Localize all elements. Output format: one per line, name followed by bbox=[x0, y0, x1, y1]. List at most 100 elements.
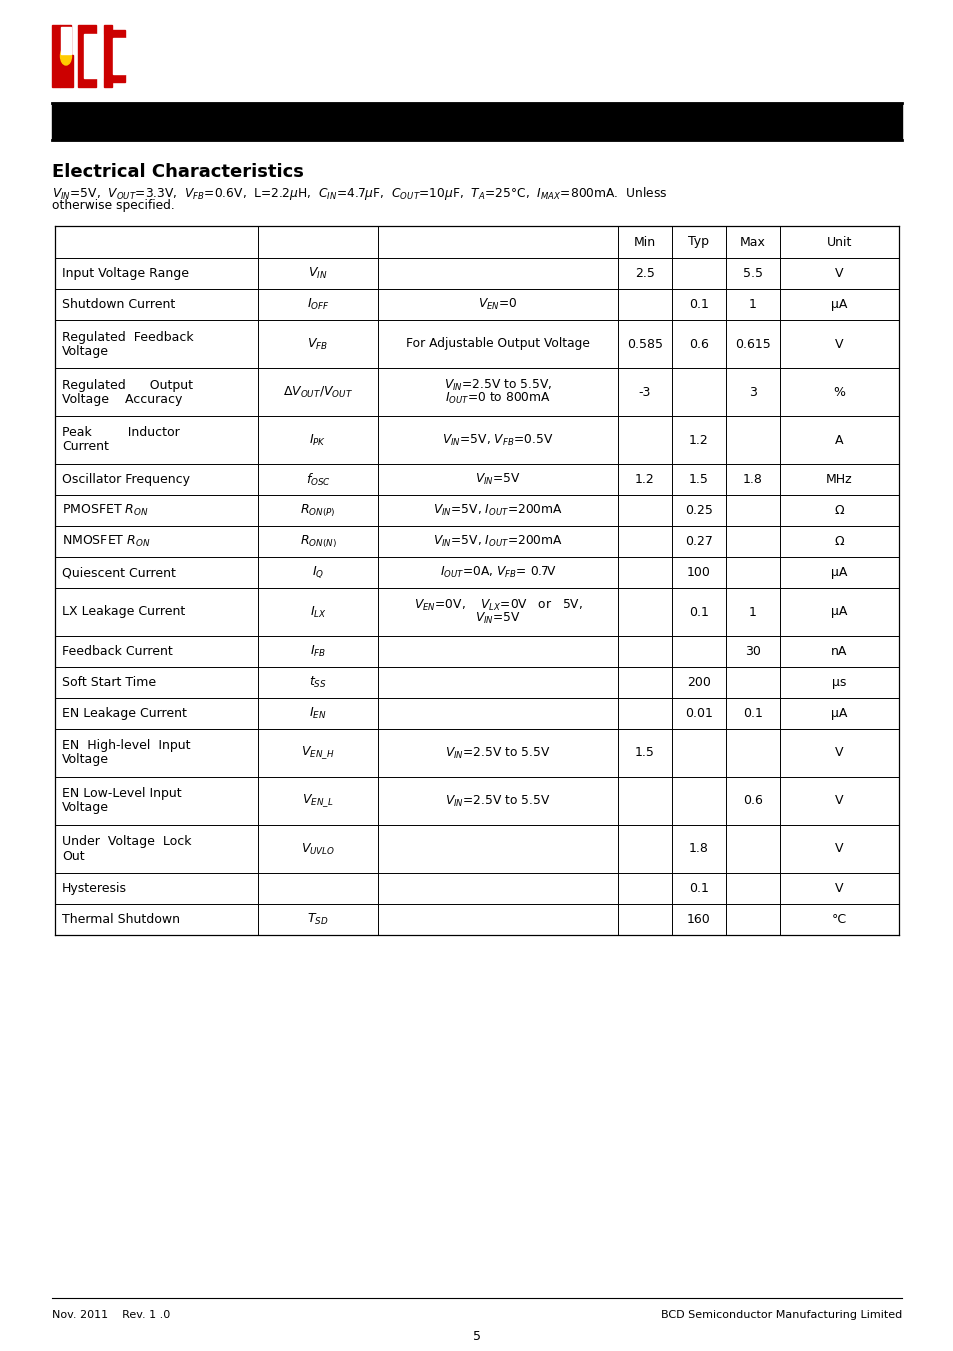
Text: V: V bbox=[835, 882, 842, 894]
Text: V: V bbox=[835, 267, 842, 280]
Text: 1.2: 1.2 bbox=[688, 434, 708, 446]
Text: $\Delta V_{OUT}/V_{OUT}$: $\Delta V_{OUT}/V_{OUT}$ bbox=[283, 385, 353, 400]
Text: $V_{IN}$=5V: $V_{IN}$=5V bbox=[475, 611, 520, 626]
Bar bbox=[61, 27, 71, 54]
Text: $V_{IN}$=5V, $V_{FB}$=0.5V: $V_{IN}$=5V, $V_{FB}$=0.5V bbox=[442, 432, 553, 447]
Text: Unit: Unit bbox=[826, 235, 851, 249]
Text: PMOSFET $R_{ON}$: PMOSFET $R_{ON}$ bbox=[62, 503, 149, 517]
Text: For Adjustable Output Voltage: For Adjustable Output Voltage bbox=[406, 338, 589, 350]
Text: 5: 5 bbox=[473, 1329, 480, 1343]
Text: 0.1: 0.1 bbox=[742, 707, 762, 720]
Text: 3: 3 bbox=[748, 385, 756, 399]
Text: $V_{IN}$=5V, $I_{OUT}$=200mA: $V_{IN}$=5V, $I_{OUT}$=200mA bbox=[433, 503, 562, 517]
Text: 30: 30 bbox=[744, 644, 760, 658]
Text: $V_{EN\_L}$: $V_{EN\_L}$ bbox=[302, 793, 334, 809]
Text: $V_{IN}$=2.5V to 5.5V,: $V_{IN}$=2.5V to 5.5V, bbox=[443, 378, 552, 393]
Text: $V_{IN}$=2.5V to 5.5V: $V_{IN}$=2.5V to 5.5V bbox=[445, 746, 550, 761]
Text: Out: Out bbox=[62, 850, 85, 862]
Text: $R_{ON(P)}$: $R_{ON(P)}$ bbox=[300, 503, 335, 519]
Text: 1.2: 1.2 bbox=[635, 473, 654, 486]
Text: 5.5: 5.5 bbox=[742, 267, 762, 280]
Text: EN Low-Level Input: EN Low-Level Input bbox=[62, 788, 181, 801]
Text: 0.1: 0.1 bbox=[688, 605, 708, 619]
Text: 1: 1 bbox=[748, 299, 756, 311]
Text: nA: nA bbox=[830, 644, 847, 658]
Text: Electrical Characteristics: Electrical Characteristics bbox=[52, 163, 304, 181]
Text: Typ: Typ bbox=[688, 235, 709, 249]
Text: 0.6: 0.6 bbox=[688, 338, 708, 350]
Bar bbox=[78, 26, 96, 86]
Text: $I_{OUT}$=0 to 800mA: $I_{OUT}$=0 to 800mA bbox=[444, 390, 551, 407]
Text: Regulated  Feedback: Regulated Feedback bbox=[62, 331, 193, 343]
Text: $V_{IN}$=5V: $V_{IN}$=5V bbox=[475, 471, 520, 488]
Text: μs: μs bbox=[831, 676, 846, 689]
Text: EN Leakage Current: EN Leakage Current bbox=[62, 707, 187, 720]
Text: EN  High-level  Input: EN High-level Input bbox=[62, 739, 191, 753]
Text: A: A bbox=[835, 434, 842, 446]
Text: 0.25: 0.25 bbox=[684, 504, 712, 517]
Text: Soft Start Time: Soft Start Time bbox=[62, 676, 156, 689]
Text: Input Voltage Range: Input Voltage Range bbox=[62, 267, 189, 280]
Text: μA: μA bbox=[830, 707, 847, 720]
Text: Voltage    Accuracy: Voltage Accuracy bbox=[62, 393, 182, 405]
Text: 1.8: 1.8 bbox=[742, 473, 762, 486]
Text: Regulated      Output: Regulated Output bbox=[62, 378, 193, 392]
Text: $I_{PK}$: $I_{PK}$ bbox=[309, 432, 326, 447]
Text: Hysteresis: Hysteresis bbox=[62, 882, 127, 894]
Text: Shutdown Current: Shutdown Current bbox=[62, 299, 175, 311]
Text: LX Leakage Current: LX Leakage Current bbox=[62, 605, 185, 619]
Text: μA: μA bbox=[830, 566, 847, 580]
Text: 100: 100 bbox=[686, 566, 710, 580]
Text: $T_{SD}$: $T_{SD}$ bbox=[307, 912, 329, 927]
Text: 1.5: 1.5 bbox=[635, 747, 655, 759]
Text: $V_{IN}$=5V, $I_{OUT}$=200mA: $V_{IN}$=5V, $I_{OUT}$=200mA bbox=[433, 534, 562, 549]
Text: 1.5: 1.5 bbox=[688, 473, 708, 486]
Text: Voltage: Voltage bbox=[62, 754, 109, 766]
Bar bbox=[60, 26, 71, 55]
Text: $I_{EN}$: $I_{EN}$ bbox=[309, 707, 327, 721]
Text: Feedback Current: Feedback Current bbox=[62, 644, 172, 658]
Text: Voltage: Voltage bbox=[62, 345, 109, 358]
Text: $V_{IN}$: $V_{IN}$ bbox=[308, 266, 328, 281]
Text: μA: μA bbox=[830, 299, 847, 311]
Bar bbox=[52, 26, 60, 86]
Text: $V_{EN}$=0V,    $V_{LX}$=0V   or   5V,: $V_{EN}$=0V, $V_{LX}$=0V or 5V, bbox=[413, 598, 582, 613]
Text: MHz: MHz bbox=[825, 473, 852, 486]
Bar bbox=[104, 26, 112, 86]
Text: $V_{IN}$=2.5V to 5.5V: $V_{IN}$=2.5V to 5.5V bbox=[445, 793, 550, 808]
Text: Voltage: Voltage bbox=[62, 801, 109, 815]
Text: %: % bbox=[833, 385, 844, 399]
Text: 160: 160 bbox=[686, 913, 710, 925]
Bar bbox=[112, 38, 126, 74]
Bar bbox=[84, 34, 102, 78]
Text: 0.585: 0.585 bbox=[626, 338, 662, 350]
Text: 0.1: 0.1 bbox=[688, 299, 708, 311]
Text: 0.1: 0.1 bbox=[688, 882, 708, 894]
Text: 1: 1 bbox=[748, 605, 756, 619]
Text: V: V bbox=[835, 794, 842, 808]
Text: Ω: Ω bbox=[834, 504, 843, 517]
Text: $R_{ON(N)}$: $R_{ON(N)}$ bbox=[299, 534, 336, 550]
Text: 0.6: 0.6 bbox=[742, 794, 762, 808]
Text: °C: °C bbox=[831, 913, 846, 925]
Text: $I_{Q}$: $I_{Q}$ bbox=[312, 565, 324, 581]
Text: Quiescent Current: Quiescent Current bbox=[62, 566, 175, 580]
Text: $V_{UVLO}$: $V_{UVLO}$ bbox=[300, 842, 335, 857]
Text: 2.5: 2.5 bbox=[635, 267, 655, 280]
Text: Nov. 2011    Rev. 1 .0: Nov. 2011 Rev. 1 .0 bbox=[52, 1310, 170, 1320]
Text: $V_{EN\_H}$: $V_{EN\_H}$ bbox=[301, 744, 335, 762]
Text: $I_{FB}$: $I_{FB}$ bbox=[310, 644, 326, 659]
Text: $t_{SS}$: $t_{SS}$ bbox=[309, 676, 327, 690]
Text: μA: μA bbox=[830, 605, 847, 619]
Text: otherwise specified.: otherwise specified. bbox=[52, 199, 174, 212]
Text: -3: -3 bbox=[639, 385, 651, 399]
Bar bbox=[52, 103, 901, 141]
Text: Current: Current bbox=[62, 440, 109, 454]
Text: V: V bbox=[835, 843, 842, 855]
Text: 0.615: 0.615 bbox=[735, 338, 770, 350]
Text: 0.27: 0.27 bbox=[684, 535, 712, 549]
Bar bbox=[112, 30, 125, 82]
Text: $I_{OUT}$=0A, $V_{FB}$= 0.7V: $I_{OUT}$=0A, $V_{FB}$= 0.7V bbox=[439, 565, 556, 580]
Text: V: V bbox=[835, 747, 842, 759]
Text: Thermal Shutdown: Thermal Shutdown bbox=[62, 913, 180, 925]
